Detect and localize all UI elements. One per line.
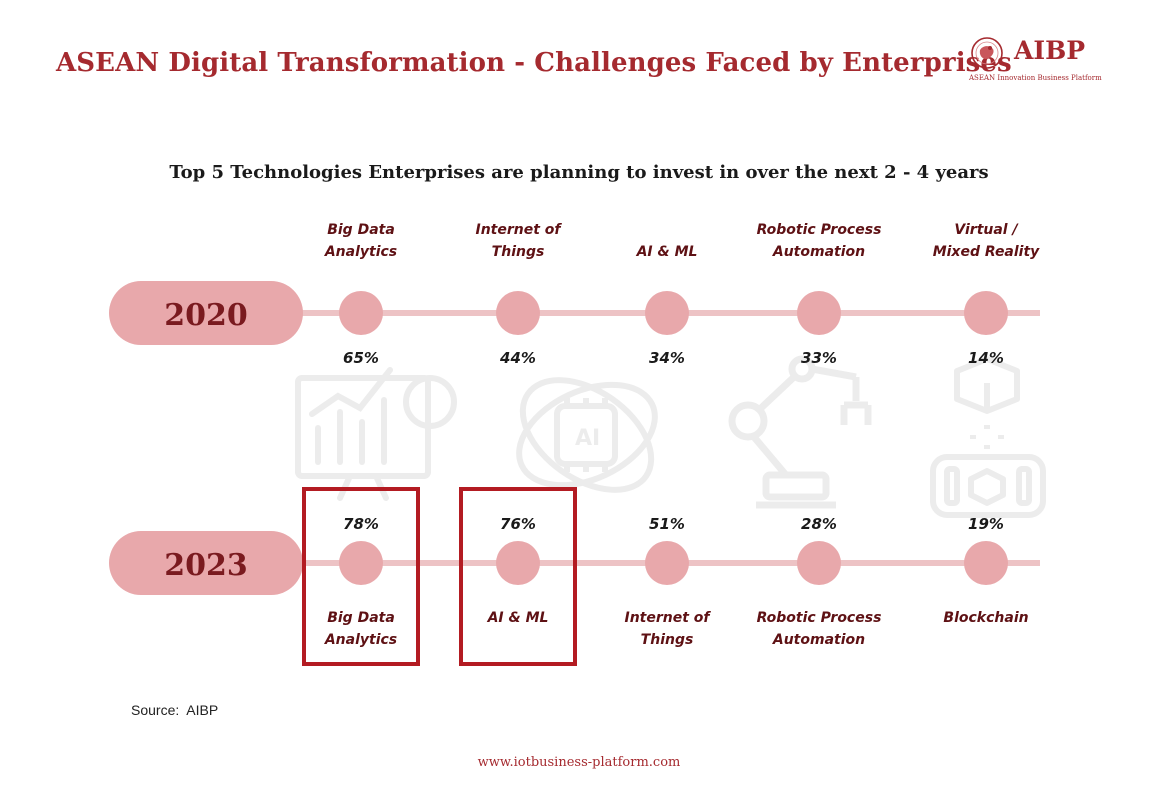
technology-label: Big Data <box>327 610 395 626</box>
vr-headset-icon <box>930 356 1046 518</box>
percent-label: 34% <box>649 349 685 367</box>
year-pill-2020 <box>109 281 303 345</box>
percent-label: 65% <box>343 349 379 367</box>
technology-label: Blockchain <box>943 610 1028 626</box>
timeline-node <box>964 541 1008 585</box>
ai-atom-icon: AI <box>516 377 658 493</box>
year-pill-2023 <box>109 531 303 595</box>
technology-label: Automation <box>772 244 865 260</box>
robotic-arm-icon <box>728 355 872 509</box>
technology-label: AI & ML <box>636 244 698 260</box>
chart-title: Top 5 Technologies Enterprises are plann… <box>169 162 989 183</box>
source-label: Source: <box>131 702 180 718</box>
technology-label: Things <box>641 632 694 648</box>
technology-label: Robotic Process <box>757 610 882 626</box>
technology-label: Virtual / <box>954 222 1019 238</box>
percent-label: 51% <box>649 515 685 533</box>
logo-tagline: ASEAN Innovation Business Platform <box>969 74 1102 82</box>
year-label-2023: 2023 <box>164 548 248 583</box>
technology-label: Big Data <box>327 222 395 238</box>
timeline-node <box>496 541 540 585</box>
percent-label: 14% <box>968 349 1004 367</box>
timeline-node <box>964 291 1008 335</box>
footer-url: www.iotbusiness-platform.com <box>477 755 681 770</box>
technology-label: AI & ML <box>487 610 549 626</box>
technology-label: Analytics <box>324 632 397 648</box>
technology-label: Robotic Process <box>757 222 882 238</box>
timeline-node <box>797 541 841 585</box>
source-value: AIBP <box>186 702 219 718</box>
percent-label: 33% <box>801 349 837 367</box>
year-label-2020: 2020 <box>164 298 248 333</box>
timeline-node <box>496 291 540 335</box>
technology-label: Mixed Reality <box>933 244 1040 260</box>
page-title: ASEAN Digital Transformation - Challenge… <box>56 48 1012 78</box>
timeline-node <box>645 541 689 585</box>
technology-label: Internet of <box>624 610 711 626</box>
technology-label: Automation <box>772 632 865 648</box>
technology-label: Things <box>492 244 545 260</box>
technology-label: Internet of <box>475 222 562 238</box>
percent-label: 44% <box>499 349 536 367</box>
percent-label: 78% <box>343 515 379 533</box>
percent-label: 28% <box>801 515 837 533</box>
timeline-node <box>797 291 841 335</box>
timeline-node <box>645 291 689 335</box>
timeline-node <box>339 541 383 585</box>
percent-label: 76% <box>500 515 536 533</box>
svg-text:AI: AI <box>575 426 600 451</box>
highlight-box <box>302 487 420 666</box>
technology-label: Analytics <box>324 244 397 260</box>
highlight-box <box>459 487 577 666</box>
aibp-logo: AIBP ASEAN Innovation Business Platform <box>968 34 1118 86</box>
source-note: Source: AIBP <box>131 702 218 718</box>
timeline-node <box>339 291 383 335</box>
aibp-seal-icon <box>971 37 1003 69</box>
logo-name: AIBP <box>1014 36 1086 65</box>
percent-label: 19% <box>968 515 1004 533</box>
